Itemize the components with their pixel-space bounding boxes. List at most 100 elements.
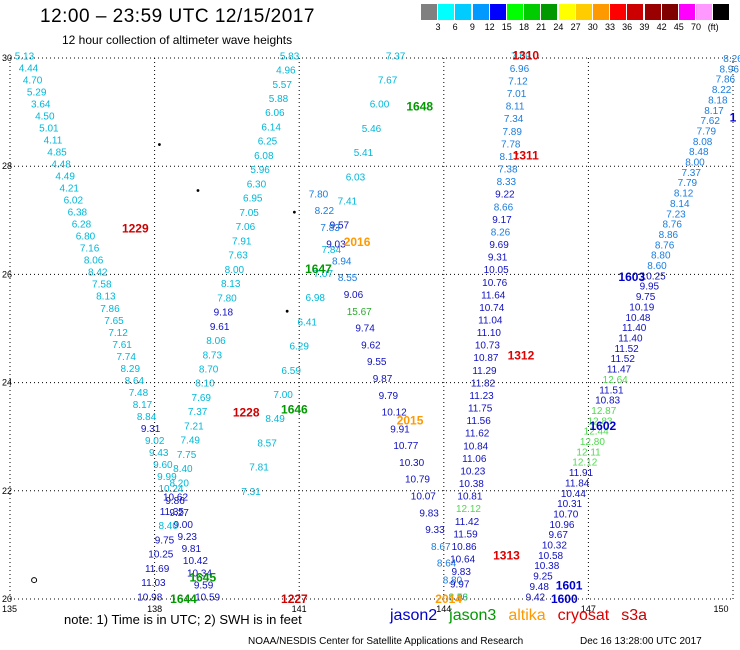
wave-height-value: 8.73 [203, 350, 223, 361]
wave-height-value: 11.35 [160, 507, 185, 518]
wave-height-value: 9.83 [419, 508, 439, 519]
wave-height-value: 8.13 [221, 279, 241, 290]
wave-height-value: 6.41 [297, 317, 317, 328]
wave-height-value: 6.00 [370, 100, 390, 111]
wave-height-value: 9.81 [182, 544, 202, 555]
wave-height-value: 9.62 [361, 340, 381, 351]
wave-height-value: 6.95 [243, 194, 263, 205]
wave-height-value: 7.49 [181, 436, 201, 447]
wave-height-value: 7.09 [511, 51, 531, 62]
wave-height-value: 6.03 [346, 172, 366, 183]
wave-height-value: 6.25 [258, 137, 278, 148]
wave-height-value: 8.11 [506, 102, 525, 113]
wave-height-value: 8.00 [225, 265, 245, 276]
wave-height-value: 10.64 [450, 555, 475, 566]
satellite-track: 7.37 7.67 6.00 5.46 5.41 6.03 7.41 9.57 7.84 7.07… [241, 51, 406, 498]
wave-height-value: 12.44 [584, 427, 609, 438]
scale-swatch [644, 4, 661, 20]
pass-number-label: 1603 [618, 270, 645, 284]
lat-tick-label: 22 [2, 486, 12, 496]
scale-label: 30 [587, 22, 598, 32]
wave-height-value: 7.37 [386, 51, 406, 62]
wave-height-value: 8.06 [84, 256, 104, 267]
wave-height-value: 9.27 [169, 508, 189, 519]
wave-height-value: 7.80 [309, 189, 329, 200]
scale-label: 6 [452, 22, 458, 32]
wave-height-value: 8.26 [491, 227, 511, 238]
wave-height-value: 8.57 [257, 438, 277, 449]
wave-height-value: 10.81 [457, 492, 482, 503]
wave-height-value: 8.08 [693, 137, 713, 148]
scale-swatch [593, 4, 609, 20]
wave-height-value: 3.64 [31, 99, 51, 110]
wave-height-value: 4.11 [44, 135, 63, 146]
wave-height-value: 8.66 [494, 202, 514, 213]
wave-height-value: 7.41 [338, 196, 358, 207]
wave-height-value: 10.77 [393, 441, 418, 452]
wave-height-value: 7.21 [184, 421, 204, 432]
wave-height-value: 9.69 [489, 240, 509, 251]
wave-height-value: 10.38 [534, 561, 559, 572]
scale-label: 70 [690, 22, 702, 32]
wave-height-value: 9.31 [488, 253, 508, 264]
wave-height-value: 7.00 [273, 390, 293, 401]
wave-height-value: 9.33 [425, 525, 445, 536]
wave-height-value: 9.17 [492, 215, 512, 226]
wave-height-value: 8.17 [704, 106, 724, 117]
wave-height-value: 9.75 [155, 535, 175, 546]
wave-height-value: 11.47 [607, 365, 632, 376]
wave-height-value: 10.84 [463, 441, 488, 452]
wave-height-value: 6.14 [261, 122, 281, 133]
wave-height-value: 9.91 [390, 424, 410, 435]
wave-height-value: 5.01 [39, 123, 59, 134]
wave-height-value: 11.29 [472, 366, 497, 377]
scale-swatch [438, 4, 455, 20]
wave-height-value: 11.75 [468, 404, 493, 415]
scale-swatch [610, 4, 627, 20]
wave-height-value: 15.67 [347, 307, 372, 318]
wave-height-value: 8.80 [651, 251, 671, 262]
wave-height-value: 7.12 [508, 76, 528, 87]
scale-label: 39 [639, 22, 650, 32]
wave-height-value: 10.62 [163, 493, 188, 504]
map-grid [9, 57, 734, 600]
wave-height-value: 12.64 [603, 375, 628, 386]
scale-label: 9 [469, 22, 475, 32]
wave-height-value: 9.67 [548, 530, 568, 541]
wave-height-value: 5.29 [27, 87, 47, 98]
wave-height-value: 12.12 [572, 458, 597, 469]
wave-height-value: 10.87 [473, 353, 498, 364]
wave-height-value: 11.04 [478, 316, 503, 327]
wave-height-value: 7.79 [697, 126, 717, 137]
scale-label: 12 [484, 22, 495, 32]
wave-height-value: 8.22 [315, 206, 335, 217]
wave-height-value: 7.74 [116, 352, 136, 363]
wave-height-value: 7.06 [236, 222, 256, 233]
wave-height-value: 8.64 [437, 559, 457, 570]
page-subtitle: 12 hour collection of altimeter wave hei… [62, 33, 293, 47]
scale-swatch [421, 4, 437, 20]
wave-height-value: 9.18 [214, 308, 234, 319]
wave-height-value: 6.30 [247, 179, 267, 190]
wave-height-value: 9.95 [640, 282, 660, 293]
pass-number-label: 1310 [512, 48, 539, 62]
wave-height-value: 8.53 [449, 592, 469, 603]
wave-height-value: 7.63 [228, 251, 248, 262]
satellite-track: 8.268.967.868.228.188.177.627.798.088.48… [526, 54, 740, 603]
wave-height-value: 7.91 [232, 236, 252, 247]
wave-height-value: 9.48 [529, 582, 549, 593]
lon-tick-label: 135 [2, 604, 17, 614]
wave-height-value: 8.86 [659, 230, 679, 241]
pass-number-label: 1228 [233, 405, 260, 419]
wave-height-value: 10.23 [460, 466, 485, 477]
pass-number-label: 1647 [305, 262, 332, 276]
wave-height-value: 9.59 [194, 580, 214, 591]
wave-height-value: 9.31 [141, 424, 161, 435]
wave-height-value: 11.82 [471, 378, 496, 389]
satellite-legend-item: altika [508, 607, 546, 624]
wave-height-value: 10.70 [553, 509, 578, 520]
wave-height-value: 11.84 [565, 478, 590, 489]
wave-height-value: 8.80 [443, 576, 463, 587]
wave-height-value: 9.86 [165, 496, 185, 507]
